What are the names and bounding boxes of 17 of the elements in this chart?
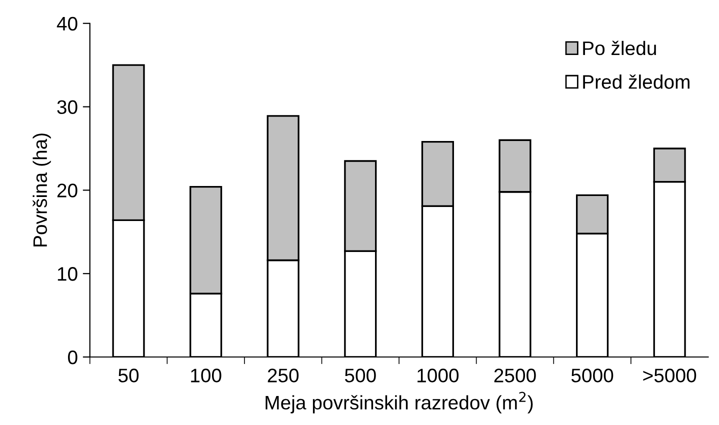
x-tick-label: 100 (191, 368, 222, 382)
legend-label: Pred žledom (583, 74, 690, 89)
x-axis-title: Meja površinskih razredov (m$^{2}$) (266, 392, 533, 414)
y-tick-label: 10 (58, 267, 78, 281)
y-tick-label: 0 (68, 350, 78, 364)
x-tick-label: 250 (268, 368, 299, 382)
x-tick-label: 1000 (418, 368, 459, 382)
y-tick-label: 40 (56, 16, 78, 31)
x-tick-label: 500 (344, 368, 376, 382)
x-tick-label: 2500 (494, 368, 536, 382)
y-tick-label: 30 (57, 100, 78, 114)
legend-label: Po žledu (583, 40, 656, 56)
x-tick-label: 50 (118, 368, 139, 382)
x-tick-label: 5000 (571, 368, 614, 382)
y-tick-label: 20 (57, 184, 78, 198)
y-axis-title: Površina (ha) (32, 134, 51, 246)
x-tick-label: >5000 (643, 368, 696, 382)
